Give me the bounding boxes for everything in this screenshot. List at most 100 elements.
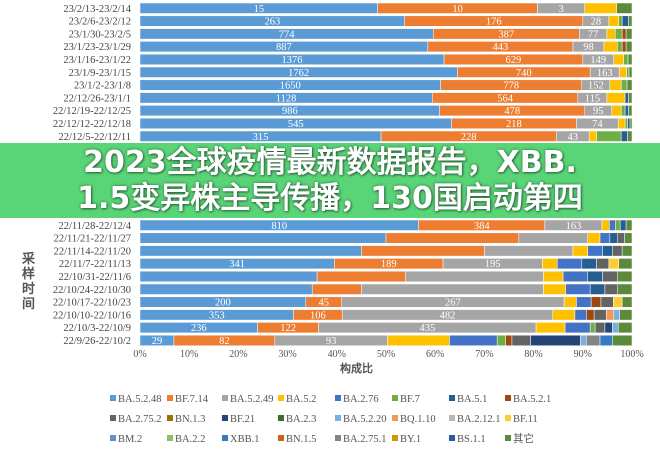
data-label: 482 [440, 310, 456, 321]
bar-segment [484, 245, 574, 257]
bar-segment [543, 270, 564, 282]
data-label: 122 [280, 323, 296, 334]
bar-segment [589, 322, 596, 334]
legend-label: BN.1.5 [286, 434, 316, 445]
legend-label: BQ.1.10 [400, 414, 436, 425]
bar-segment [596, 258, 610, 270]
bar-segment [623, 53, 629, 65]
x-tick-label: 0% [133, 349, 146, 360]
data-label: 236 [191, 323, 207, 334]
bar-segment [535, 322, 566, 334]
row-label: 22/10/31-22/11/6 [58, 272, 131, 283]
bar-segment [621, 41, 627, 53]
bar-segment [316, 270, 406, 282]
data-label: 1376 [282, 55, 303, 66]
legend-swatch [222, 395, 228, 401]
row-label: 22/9/26-22/10/2 [63, 336, 131, 347]
bar-segment [608, 258, 619, 270]
x-tick-label: 30% [278, 349, 296, 360]
data-label: 163 [566, 221, 582, 232]
legend-swatch [278, 415, 284, 421]
bar-segment [621, 28, 627, 40]
bar-segment [587, 245, 603, 257]
legend-label: BA.5.2.49 [230, 394, 273, 405]
bar-segment [565, 283, 591, 295]
data-label: 218 [506, 119, 522, 130]
data-label: 152 [588, 81, 604, 92]
bar-segment [552, 309, 576, 321]
data-label: 315 [253, 132, 269, 143]
bar-segment [600, 296, 614, 308]
bar-segment [602, 245, 613, 257]
bar-segment [616, 2, 633, 14]
data-label: 1762 [288, 68, 309, 79]
bar-segment [616, 41, 623, 53]
bar-segment [621, 245, 633, 257]
bar-segment [612, 245, 623, 257]
data-label: 93 [326, 336, 337, 347]
bar-segment [609, 219, 616, 231]
bar-segment [139, 270, 318, 282]
bar-segment [611, 105, 622, 117]
x-tick-label: 90% [574, 349, 592, 360]
data-label: 387 [498, 29, 514, 40]
bar-segment [628, 105, 633, 117]
bar-segment [609, 232, 618, 244]
data-label: 986 [282, 106, 298, 117]
data-label: 189 [381, 259, 397, 270]
legend-swatch [110, 395, 116, 401]
bar-segment [624, 232, 633, 244]
legend-swatch [392, 415, 398, 421]
row-label: 23/2/13-23/2/14 [63, 4, 131, 15]
bar-segment [594, 322, 606, 334]
bar-segment [620, 105, 626, 117]
row-label: 22/10/24-22/10/30 [53, 285, 131, 296]
bar-segment [625, 28, 633, 40]
bar-segment [588, 130, 597, 142]
bar-segment [625, 41, 633, 53]
bar-segment [627, 53, 633, 65]
headline-text: 2023全球疫情最新数据报告，XBB. 1.5变异株主导传播，130国启动第四 [0, 145, 660, 217]
data-label: 29 [152, 336, 163, 347]
legend-swatch [335, 415, 341, 421]
bar-segment [613, 309, 620, 321]
legend-label: BA.5.1 [457, 394, 487, 405]
legend-swatch [505, 435, 511, 441]
bar-segment [615, 28, 623, 40]
bar-segment [589, 283, 606, 295]
bar-segment [593, 309, 607, 321]
data-label: 267 [445, 298, 461, 309]
legend-swatch [505, 415, 511, 421]
bar-segment [449, 334, 498, 346]
legend-label: BF.21 [230, 414, 255, 425]
bar-segment [542, 258, 558, 270]
data-label: 176 [486, 17, 502, 28]
bar-segment [599, 334, 613, 346]
bar-segment [618, 66, 627, 78]
legend-label: BA.5.2.20 [343, 414, 386, 425]
row-label: 23/1/23-23/1/29 [63, 42, 131, 53]
bar-segment [530, 334, 581, 346]
headline-line-2: 1.5变异株主导传播，130国启动第四 [77, 181, 583, 216]
bar-segment [518, 232, 588, 244]
data-label: 98 [583, 42, 594, 53]
data-label: 263 [264, 17, 280, 28]
legend-swatch [278, 435, 284, 441]
legend-label: BA.2.3 [286, 414, 316, 425]
legend-label: BY.1 [400, 434, 421, 445]
bar-segment [563, 296, 577, 308]
legend-swatch [449, 435, 455, 441]
data-label: 353 [209, 310, 225, 321]
bar-segment [511, 334, 531, 346]
bar-segment [387, 334, 450, 346]
bar-segment [606, 92, 626, 104]
bar-segment [609, 79, 622, 91]
data-label: 3 [559, 4, 564, 15]
bar-segment [617, 322, 633, 334]
bar-segment [628, 66, 633, 78]
legend-label: BA.2.75.2 [118, 414, 161, 425]
bar-segment [586, 309, 595, 321]
row-label: 23/1/2-23/1/8 [74, 81, 131, 92]
data-label: 115 [585, 93, 600, 104]
legend-swatch [278, 395, 284, 401]
